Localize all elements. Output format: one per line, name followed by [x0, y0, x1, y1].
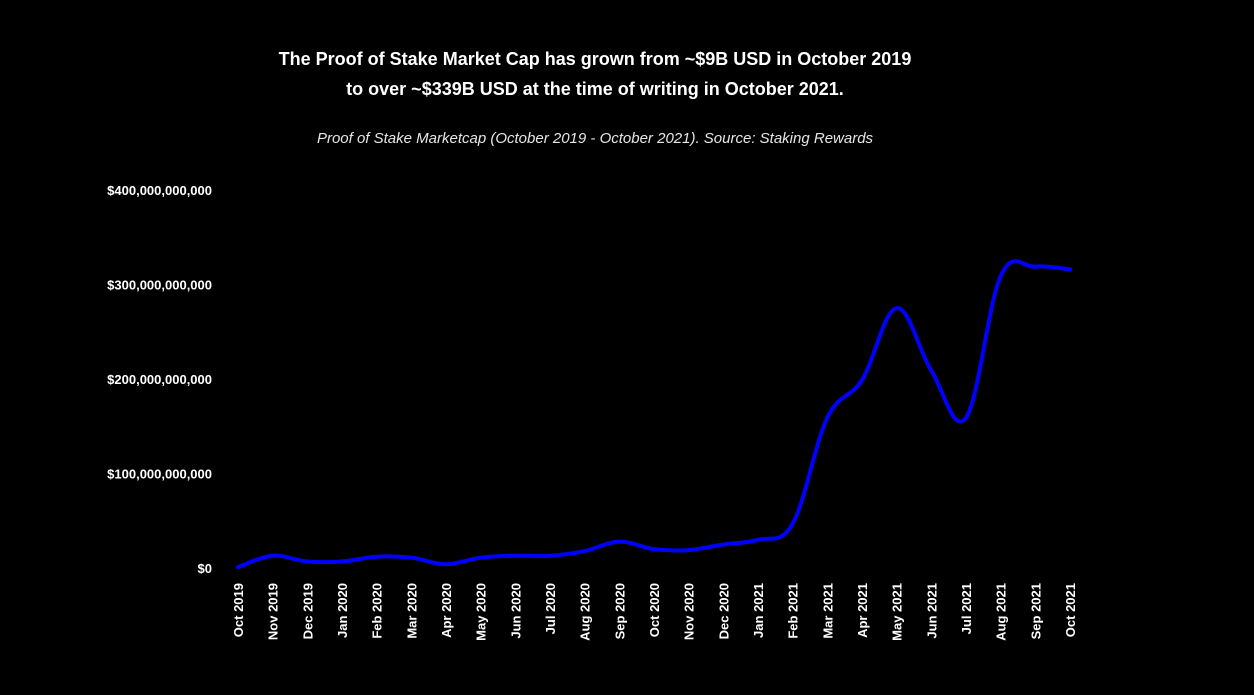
data-point — [583, 549, 587, 553]
data-point — [929, 369, 933, 373]
y-tick-label: $0 — [198, 561, 212, 576]
data-point — [791, 522, 795, 526]
data-point — [1033, 265, 1037, 269]
y-tick-label: $400,000,000,000 — [107, 183, 212, 198]
x-tick-label: Mar 2020 — [404, 583, 419, 639]
x-tick-label: Sep 2021 — [1028, 583, 1043, 639]
data-point — [825, 416, 829, 420]
x-tick-label: Nov 2020 — [682, 583, 697, 640]
x-tick-label: Dec 2020 — [716, 583, 731, 639]
data-point — [305, 559, 309, 563]
data-point — [271, 554, 275, 558]
data-point — [964, 416, 968, 420]
data-point — [479, 556, 483, 560]
x-tick-label: Jun 2021 — [924, 583, 939, 639]
x-tick-label: Oct 2019 — [231, 583, 246, 637]
data-point — [652, 547, 656, 551]
chart-headline: The Proof of Stake Market Cap has grown … — [0, 44, 1190, 104]
x-tick-label: Aug 2021 — [994, 583, 1009, 641]
x-tick-label: Oct 2021 — [1063, 583, 1078, 637]
x-tick-label: May 2020 — [474, 583, 489, 641]
data-point — [617, 540, 621, 544]
x-tick-label: Mar 2021 — [820, 583, 835, 639]
x-tick-label: Jul 2020 — [543, 583, 558, 634]
chart-caption: Proof of Stake Marketcap (October 2019 -… — [316, 130, 874, 147]
data-point — [1068, 267, 1072, 271]
headline-line-2: to over ~$339B USD at the time of writin… — [346, 79, 844, 99]
x-tick-label: Sep 2020 — [612, 583, 627, 639]
x-tick-label: Apr 2020 — [439, 583, 454, 638]
x-tick-label: Jan 2021 — [751, 583, 766, 638]
series-group — [236, 259, 1072, 570]
data-point — [409, 556, 413, 560]
x-tick-label: Feb 2021 — [786, 583, 801, 639]
x-tick-label: Jun 2020 — [508, 583, 523, 639]
data-point — [756, 538, 760, 542]
data-point — [895, 306, 899, 310]
data-point — [548, 554, 552, 558]
x-tick-label: Jan 2020 — [335, 583, 350, 638]
x-tick-label: May 2021 — [890, 583, 905, 641]
data-point — [999, 274, 1003, 278]
x-tick-label: Oct 2020 — [647, 583, 662, 637]
y-tick-label: $200,000,000,000 — [107, 372, 212, 387]
data-point — [340, 559, 344, 563]
x-tick-label: Feb 2020 — [370, 583, 385, 639]
x-tick-label: Apr 2021 — [855, 583, 870, 638]
series-line — [236, 259, 1072, 570]
data-point — [236, 565, 240, 569]
x-tick-label: Jul 2021 — [959, 583, 974, 634]
data-point — [721, 542, 725, 546]
data-point — [687, 548, 691, 552]
y-tick-label: $300,000,000,000 — [107, 278, 212, 293]
x-tick-label: Nov 2019 — [266, 583, 281, 640]
y-tick-label: $100,000,000,000 — [107, 467, 212, 482]
x-tick-label: Aug 2020 — [578, 583, 593, 641]
headline-line-1: The Proof of Stake Market Cap has grown … — [278, 49, 912, 69]
y-axis-ticks: $0 $100,000,000,000 $200,000,000,000 $300,0… — [107, 183, 212, 576]
x-axis-ticks: Oct 2019 Nov 2019 Dec 2019 Jan 2020 Feb 2020… — [231, 583, 1078, 641]
data-point — [375, 555, 379, 559]
data-point — [444, 562, 448, 566]
data-point — [513, 554, 517, 558]
data-point — [860, 378, 864, 382]
x-tick-label: Dec 2019 — [300, 583, 315, 639]
